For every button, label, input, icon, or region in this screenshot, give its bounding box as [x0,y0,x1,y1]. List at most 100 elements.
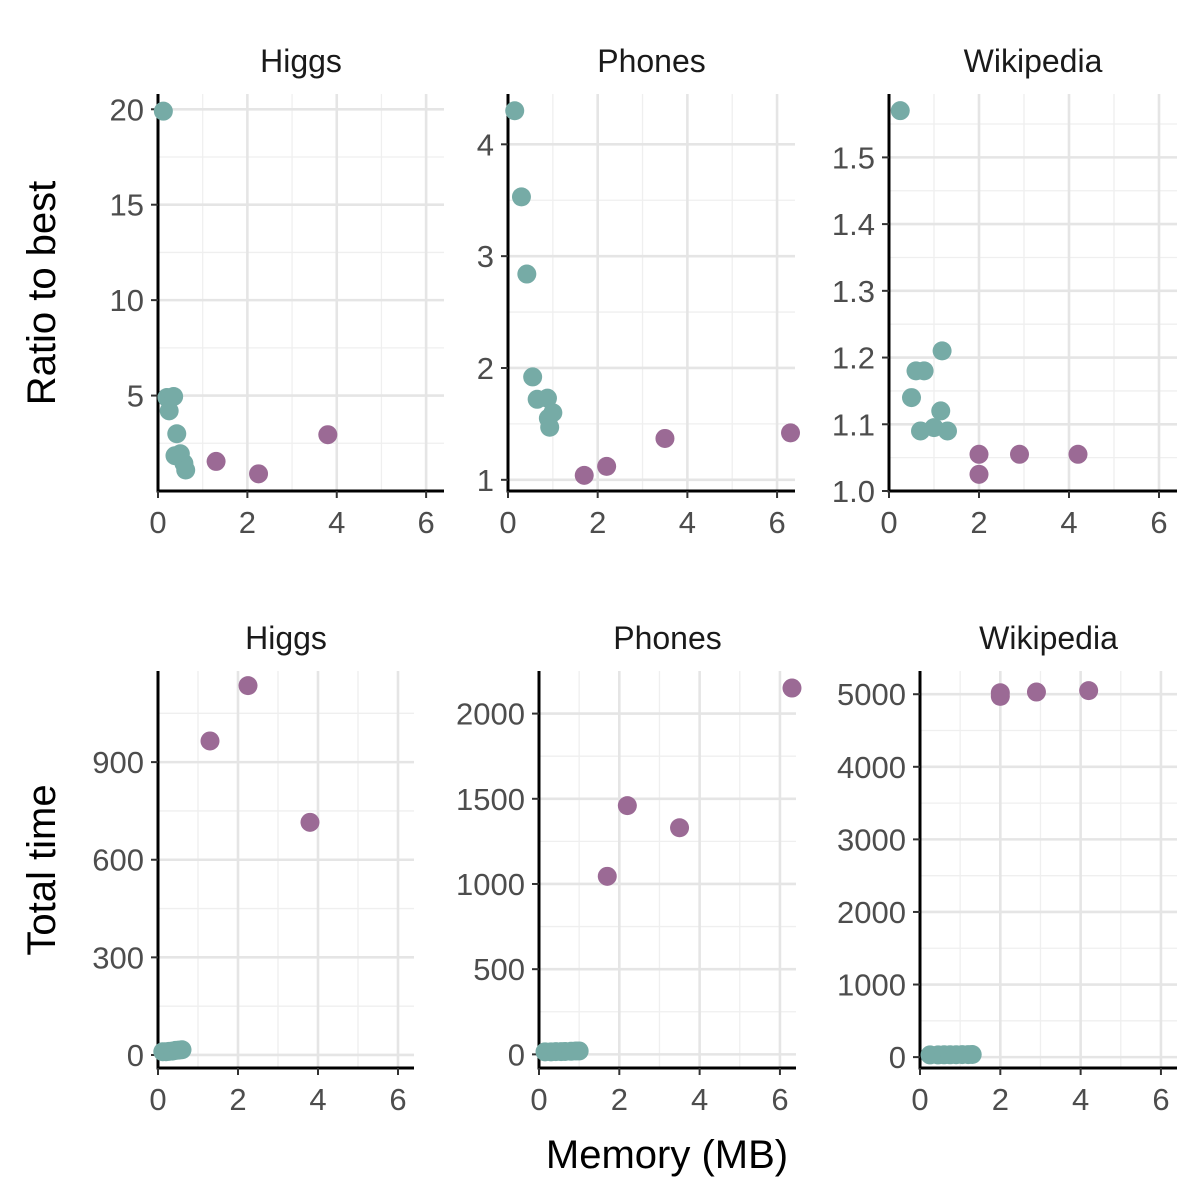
x-tick-label: 6 [1150,505,1167,540]
data-point-memory-efficient [523,367,543,387]
data-point-memory-efficient [176,460,196,480]
data-point-memory-efficient [569,1041,589,1061]
data-point-memory-heavy [1068,444,1088,464]
x-tick-label: 4 [691,1082,708,1117]
y-tick-label: 1.5 [832,140,875,175]
panel-title: Phones [597,43,706,79]
y-tick-label: 10 [110,283,144,318]
y-tick-label: 4 [477,127,494,162]
data-point-memory-heavy [670,818,690,838]
data-point-memory-heavy [969,444,989,464]
x-tick-label: 6 [1152,1082,1169,1117]
panel-6: 0 2 4 6 0 1000 2000 3000 4000 5000 Wikipedia [837,620,1177,1117]
y-tick-label: 2000 [456,697,525,732]
panel-1: 0 2 4 6 5 10 15 20 Higgs [110,43,444,540]
x-tick-label: 2 [992,1082,1009,1117]
data-point-memory-heavy [200,731,220,751]
y-tick-label: 1.3 [832,274,875,309]
data-point-memory-efficient [931,401,951,421]
data-point-memory-heavy [617,796,637,816]
x-tick-label: 4 [679,505,696,540]
y-tick-label: 1.4 [832,207,875,242]
y-tick-label: 2 [477,351,494,386]
panel-title: Phones [613,620,722,656]
x-tick-label: 0 [911,1082,928,1117]
data-point-memory-heavy [781,423,801,443]
data-point-memory-efficient [540,417,560,437]
data-point-memory-heavy [969,464,989,484]
y-axis-title-top: Ratio to best [20,181,64,406]
y-tick-label: 0 [127,1038,144,1073]
y-tick-label: 1.1 [832,407,875,442]
y-tick-label: 1000 [837,968,906,1003]
panel-title: Wikipedia [979,620,1118,656]
data-point-memory-heavy [206,451,226,471]
x-tick-label: 4 [309,1082,326,1117]
data-point-memory-heavy [1026,682,1046,702]
data-point-memory-efficient [517,264,537,284]
y-tick-label: 2000 [837,895,906,930]
data-point-memory-efficient [505,101,525,121]
data-point-memory-heavy [1010,444,1029,464]
x-tick-label: 2 [229,1082,246,1117]
x-tick-label: 6 [389,1082,406,1117]
panel-title: Higgs [245,620,327,656]
x-tick-label: 4 [1060,505,1077,540]
y-axis-title-bottom: Total time [20,784,64,955]
data-point-memory-heavy [300,812,320,832]
data-point-memory-efficient [159,401,179,421]
data-point-memory-efficient [902,388,921,408]
y-tick-label: 1.0 [832,474,875,509]
data-point-memory-efficient [172,1040,192,1060]
data-point-memory-heavy [318,425,338,445]
y-tick-label: 1500 [456,782,525,817]
data-point-memory-heavy [574,465,594,485]
data-point-memory-efficient [511,187,531,207]
y-tick-label: 5000 [837,677,906,712]
y-tick-label: 0 [889,1040,906,1075]
data-point-memory-heavy [782,678,802,698]
y-tick-label: 900 [92,745,144,780]
y-tick-label: 20 [110,92,144,127]
x-tick-label: 0 [499,505,516,540]
panel-3: 0 2 4 6 1.0 1.1 1.2 1.3 1.4 1.5 Wikipedia [832,43,1177,540]
y-tick-label: 600 [92,843,144,878]
panel-title: Wikipedia [964,43,1103,79]
panel-2: 0 2 4 6 1 2 3 4 Phones [477,43,801,540]
x-tick-label: 0 [149,1082,166,1117]
data-point-memory-efficient [537,388,557,408]
panel-5: 0 2 4 6 0 500 1000 1500 2000 Phones [456,620,802,1117]
y-tick-label: 500 [473,952,525,987]
y-tick-label: 3000 [837,822,906,857]
data-point-memory-efficient [938,421,957,441]
x-tick-label: 6 [418,505,435,540]
data-point-memory-efficient [167,424,187,444]
panel-title: Higgs [260,43,342,79]
x-tick-label: 2 [589,505,606,540]
x-tick-label: 2 [970,505,987,540]
y-tick-label: 1 [477,463,494,498]
y-tick-label: 1000 [456,867,525,902]
data-point-memory-heavy [597,456,617,476]
data-point-memory-heavy [990,686,1010,706]
x-tick-label: 0 [149,505,166,540]
x-tick-label: 4 [328,505,345,540]
x-tick-label: 2 [611,1082,628,1117]
data-point-memory-efficient [914,361,934,381]
data-point-memory-efficient [890,101,910,121]
x-tick-label: 6 [771,1082,788,1117]
data-point-memory-efficient [962,1045,982,1065]
y-tick-label: 1.2 [832,341,875,376]
x-tick-label: 6 [768,505,785,540]
y-tick-label: 5 [127,379,144,414]
y-tick-label: 0 [508,1037,525,1072]
y-tick-label: 300 [92,940,144,975]
y-tick-label: 3 [477,239,494,274]
y-tick-label: 15 [110,188,144,223]
y-tick-label: 4000 [837,750,906,785]
x-tick-label: 2 [239,505,256,540]
data-point-memory-heavy [238,676,258,696]
data-point-memory-efficient [932,341,952,361]
data-point-memory-heavy [1079,681,1099,701]
